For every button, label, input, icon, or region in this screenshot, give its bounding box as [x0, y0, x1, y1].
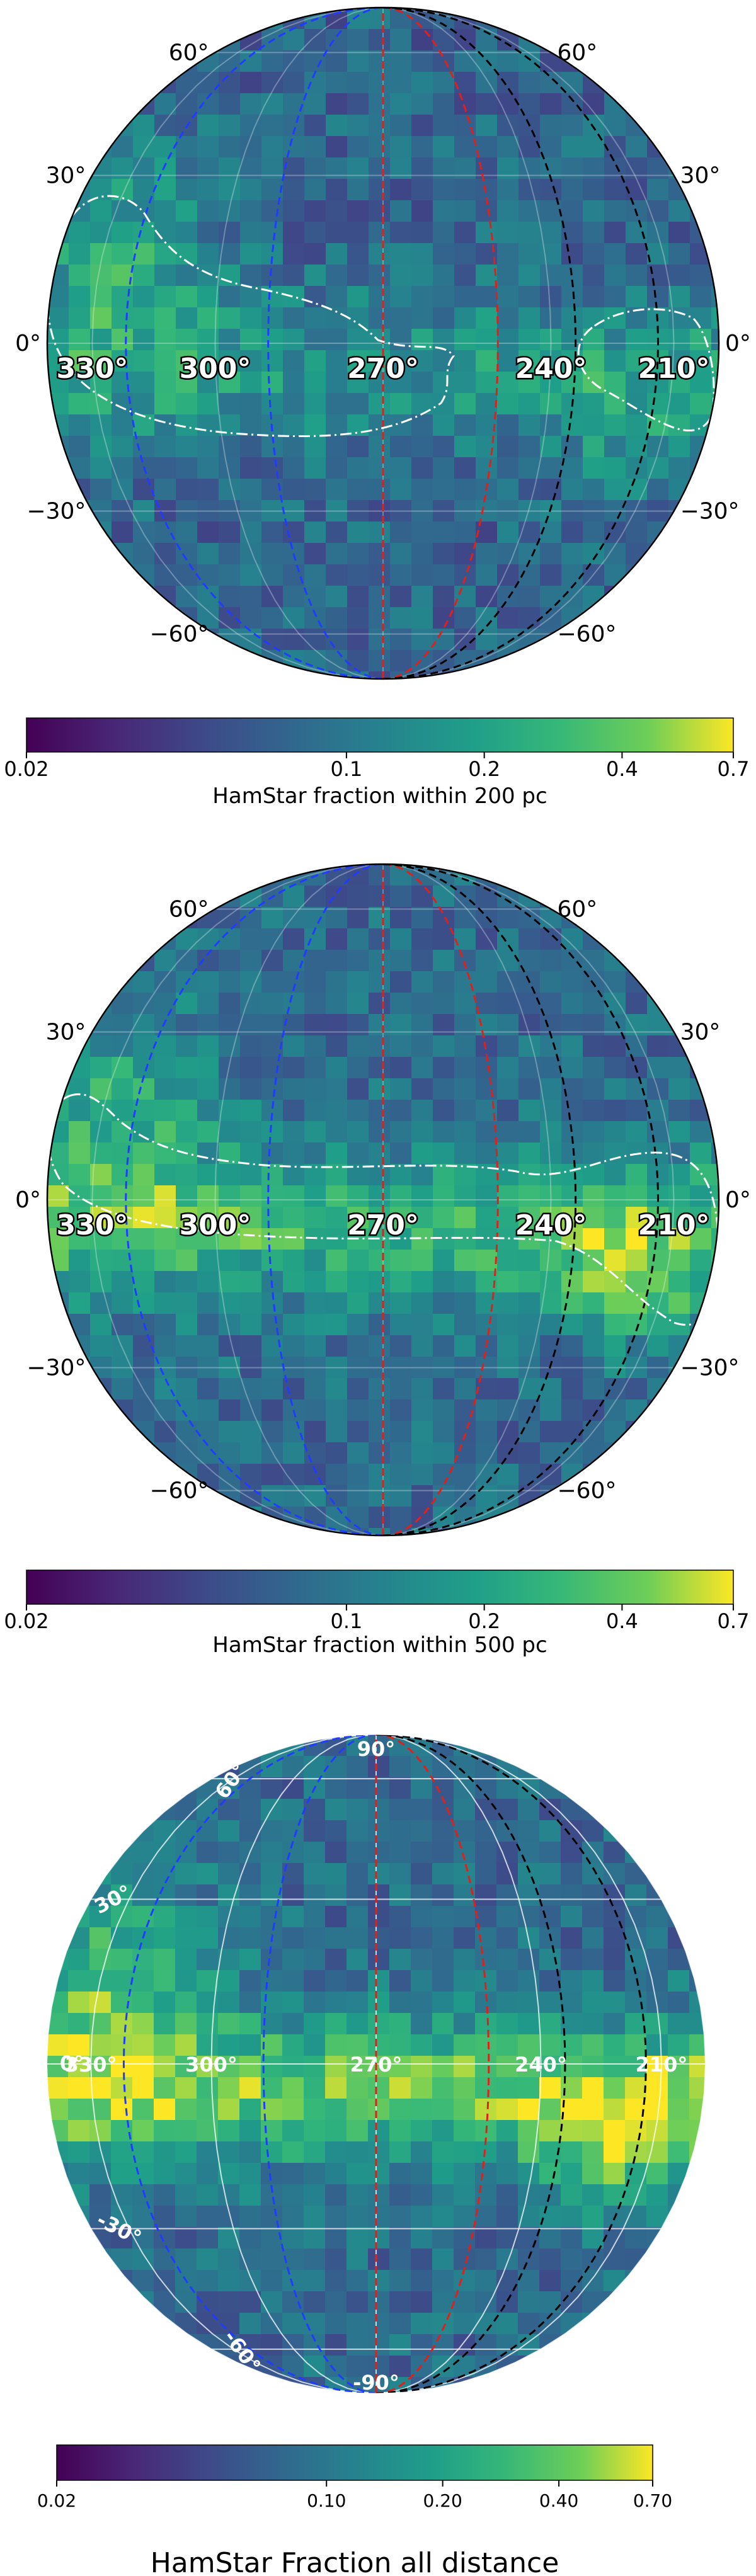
contour-dashdot — [47, 1093, 719, 1326]
colorbar-tick-label: 0.70 — [633, 2490, 672, 2511]
latitude-label-left: 0° — [15, 331, 41, 356]
longitude-label: 210° — [638, 1209, 710, 1241]
latitude-label: 0° — [60, 2051, 84, 2075]
latitude-label-right: −60° — [558, 1478, 617, 1504]
overlay-meridian-line — [375, 1735, 566, 2393]
latitude-label-left: 30° — [46, 163, 86, 189]
longitude-labels: 330° 300° 270° 240° 210° — [55, 1208, 711, 1243]
latitude-labels: 60° 60° 30° 30° 0° 0° −30° −30° −60° −60° — [15, 896, 751, 1503]
longitude-label: 300° — [180, 353, 251, 385]
longitude-label: 210° — [638, 353, 710, 385]
colorbar-tick-label: 0.40 — [539, 2490, 578, 2511]
colorbar — [26, 717, 734, 753]
overlay-meridian-line — [382, 864, 577, 1536]
colorbar-tick-label: 0.10 — [307, 2490, 346, 2511]
overlay-meridian-line — [125, 864, 384, 1536]
longitude-label: 300° — [185, 2053, 238, 2077]
latitude-label: -90° — [353, 2371, 399, 2395]
colorbar-ticks: 0.02 0.10 0.20 0.40 0.70 — [37, 2480, 672, 2511]
colorbar — [26, 1570, 734, 1605]
overlay-meridian-line — [262, 1735, 377, 2393]
longitude-labels: 330° 300° 270° 240° 210° — [65, 2053, 688, 2077]
latitude-label-left: −60° — [150, 1478, 209, 1504]
overlay-lines — [125, 8, 660, 679]
latitude-labels: 60° 60° 30° 30° 0° 0° −30° −30° −60° −60° — [15, 40, 751, 647]
colorbar-tick-label: 0.4 — [606, 1609, 638, 1633]
heatmap-cells — [47, 8, 719, 679]
longitude-label: 210° — [636, 2053, 688, 2077]
colorbar-tick-label: 0.4 — [606, 757, 638, 781]
colorbar-tick-label: 0.7 — [718, 757, 750, 781]
latitude-label-left: −30° — [26, 499, 86, 525]
colorbar-ticks: 0.02 0.1 0.2 0.4 0.7 — [4, 752, 749, 781]
latitude-label-right: 60° — [558, 40, 598, 66]
latitude-label-left: 0° — [15, 1187, 41, 1213]
latitude-label-right: −30° — [680, 1355, 740, 1381]
latitude-label-right: 30° — [680, 163, 721, 189]
overlay-lines — [125, 864, 660, 1536]
colorbar-tick-label: 0.1 — [330, 757, 362, 781]
latitude-label-left: 30° — [46, 1020, 86, 1046]
colorbar-label: HamStar fraction within 200 pc — [212, 784, 547, 809]
latitude-label-right: 30° — [680, 1020, 721, 1046]
colorbar-tick-label: 0.1 — [330, 1609, 362, 1633]
longitude-label: 240° — [515, 1209, 587, 1241]
sky-circle-border — [46, 6, 720, 680]
overlay-meridian-line — [125, 8, 384, 679]
colorbar-label: HamStar Fraction all distance — [151, 2547, 559, 2576]
overlay-meridian-line — [122, 1735, 377, 2393]
colorbar-tick-label: 0.02 — [37, 2490, 76, 2511]
colorbar-label: HamStar fraction within 500 pc — [212, 1633, 547, 1658]
latitude-label-right: −30° — [680, 499, 740, 525]
latitude-label-right: −60° — [558, 622, 617, 647]
overlay-meridian-line — [267, 864, 384, 1536]
colorbar-tick-label: 0.20 — [423, 2490, 462, 2511]
longitude-labels: 330° 300° 270° 240° 210° — [55, 351, 711, 387]
overlay-meridian-line — [382, 864, 499, 1536]
heatmap-cells — [47, 864, 719, 1536]
contour-dashdot — [47, 195, 455, 438]
overlay-meridian-line — [267, 8, 384, 679]
longitude-label: 270° — [347, 353, 419, 385]
sky-circle-border — [46, 1734, 706, 2394]
colorbar — [56, 2444, 653, 2481]
overlay-meridian-line — [382, 8, 499, 679]
colorbar-tick-label: 0.02 — [4, 757, 49, 781]
latitude-label-left: 60° — [169, 40, 209, 66]
colorbar-tick-label: 0.02 — [4, 1609, 49, 1633]
latitude-label-right: 60° — [558, 896, 598, 922]
longitude-label: 300° — [180, 1209, 251, 1241]
longitude-label: 240° — [515, 2053, 567, 2077]
sky-circle-border — [46, 863, 720, 1537]
longitude-label: 330° — [56, 1209, 128, 1241]
colorbar-ticks: 0.02 0.1 0.2 0.4 0.7 — [4, 1604, 749, 1633]
latitude-label-left: −30° — [26, 1355, 86, 1381]
colorbar-tick-label: 0.2 — [468, 757, 500, 781]
overlay-meridian-line — [375, 1735, 647, 2393]
overlay-meridian-line — [382, 8, 660, 679]
overlay-meridian-line — [375, 1735, 490, 2393]
sky-map-panel-2: 330° 300° 270° 240° 210° 60° 60° 30° 30° 0° 0° −30… — [4, 863, 751, 1658]
latitude-label-left: 60° — [169, 896, 209, 922]
latitude-label-right: 0° — [725, 331, 751, 356]
longitude-label: 270° — [350, 2053, 403, 2077]
longitude-label: 270° — [347, 1209, 419, 1241]
colorbar-tick-label: 0.2 — [468, 1609, 500, 1633]
longitude-label: 330° — [56, 353, 128, 385]
longitude-label: 240° — [515, 353, 587, 385]
colorbar-tick-label: 0.7 — [718, 1609, 750, 1633]
contour-dashdot-right — [577, 308, 715, 431]
sky-map-panel-1: 330° 300° 270° 240° 210° 60° 60° 30° 30° 0° 0° −30… — [4, 6, 751, 809]
latitude-label: 90° — [357, 1737, 396, 1761]
sky-map-panel-3: 330° 300° 270° 240° 210° 90°60°30°0°-30°-60°… — [37, 1734, 706, 2576]
latitude-label-left: −60° — [150, 622, 209, 647]
latitude-label-right: 0° — [725, 1187, 751, 1213]
overlay-meridian-line — [382, 8, 577, 679]
overlay-meridian-line — [382, 864, 660, 1536]
longitude-label: 330° — [65, 2053, 117, 2077]
overlay-lines — [122, 1735, 647, 2393]
